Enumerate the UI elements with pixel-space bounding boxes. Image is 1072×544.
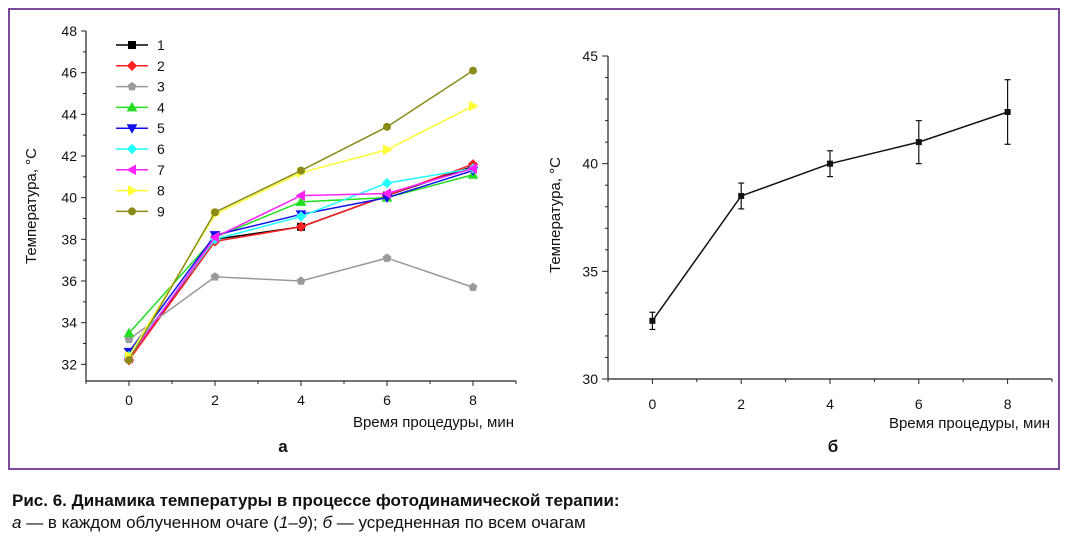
caption-line-2: а — в каждом облученном очаге (1–9); б —… (12, 512, 1062, 534)
caption-text-3: — усредненная по всем очагам (332, 513, 586, 532)
series-6-point (295, 211, 307, 222)
series-9-point (297, 166, 305, 175)
series-4-point (123, 327, 135, 338)
x-tick-label: 8 (1004, 396, 1012, 412)
y-tick-label: 45 (582, 48, 598, 64)
x-axis-title: Время процедуры, мин (889, 415, 1050, 432)
y-tick-label: 40 (582, 156, 598, 172)
series-7-point (381, 188, 391, 199)
caption-title: Рис. 6. Динамика температуры в процессе … (12, 491, 620, 510)
legend-label-6: 6 (157, 141, 165, 157)
y-tick-label: 35 (582, 263, 598, 279)
figure-frame (8, 8, 1060, 470)
series-3-point (210, 272, 220, 281)
legend-marker-7 (126, 164, 136, 176)
series-3 (124, 253, 478, 344)
mean-point (915, 139, 922, 146)
x-axis-title: Время процедуры, мин (353, 414, 514, 431)
y-tick-label: 30 (582, 371, 598, 387)
series-3-point (124, 334, 134, 344)
legend-marker-5 (126, 124, 138, 134)
legend-label-4: 4 (157, 99, 165, 115)
series-3-point (296, 276, 306, 285)
series-8-point (469, 100, 479, 112)
legend-marker-9 (128, 207, 136, 216)
x-tick-label: 8 (469, 392, 477, 408)
x-tick-label: 4 (826, 396, 834, 412)
y-tick-label: 42 (61, 148, 77, 164)
series-2-point (295, 221, 307, 233)
caption-a-label: а (12, 513, 22, 532)
legend-label-2: 2 (157, 58, 165, 74)
legend-label-8: 8 (157, 183, 165, 199)
chart-b: 30 35 40 45 0 2 4 6 8 Время процедуры, мин Темпера… (547, 48, 1053, 456)
legend-label-9: 9 (157, 203, 165, 219)
x-tick-label: 0 (649, 396, 657, 412)
series-9-point (125, 356, 133, 365)
series-7-point (209, 231, 219, 243)
y-tick-label: 46 (61, 65, 77, 81)
legend-marker-6 (126, 143, 138, 155)
x-tick-label: 2 (737, 396, 745, 412)
caption-range: 1–9 (278, 513, 308, 532)
legend-marker-8 (128, 185, 138, 196)
y-tick-label: 44 (61, 106, 77, 122)
y-tick-label: 48 (61, 23, 77, 39)
legend-label-5: 5 (157, 120, 165, 136)
y-axis-title: Температура, °С (23, 148, 40, 264)
series-7-point (295, 190, 305, 201)
y-axis-title: Температура, °С (547, 157, 564, 273)
x-tick-label: 4 (297, 392, 305, 408)
figure-caption: Рис. 6. Динамика температуры в процессе … (12, 490, 1062, 534)
caption-b-label: б (322, 513, 332, 532)
series-3-point (382, 253, 392, 262)
mean-line (651, 111, 1008, 322)
panel-label-b: б (828, 437, 839, 456)
x-tick-label: 6 (383, 392, 391, 408)
series-9-point (211, 208, 219, 217)
legend-marker-2 (126, 60, 138, 72)
legend-marker-3 (127, 81, 137, 91)
series-9-point (383, 122, 391, 131)
series-3-point (468, 282, 478, 292)
y-tick-label: 36 (61, 273, 77, 289)
x-tick-label: 0 (125, 392, 133, 408)
legend-marker-1 (128, 41, 136, 49)
legend-label-3: 3 (157, 79, 165, 95)
series-6-point (381, 177, 393, 189)
y-tick-label: 40 (61, 190, 77, 206)
series-4-point (295, 196, 307, 206)
mean-point (827, 160, 833, 167)
series-9-point (469, 66, 477, 75)
panel-label-a: а (278, 437, 288, 456)
legend-label-1: 1 (157, 37, 165, 53)
caption-text-2: ); (307, 513, 323, 532)
caption-text-1: — в каждом облученном очаге ( (21, 513, 279, 532)
mean-point (1004, 108, 1011, 115)
y-tick-label: 34 (61, 315, 77, 331)
series-7-point (467, 163, 477, 174)
y-tick-label: 32 (61, 356, 77, 372)
legend-marker-4 (126, 101, 138, 112)
x-tick-label: 2 (211, 392, 219, 408)
series-8-point (383, 144, 393, 156)
series-9 (125, 66, 477, 365)
x-tick-label: 6 (915, 396, 923, 412)
y-tick-label: 38 (61, 231, 77, 247)
mean-point (738, 192, 745, 199)
legend-label-7: 7 (157, 162, 165, 178)
mean-point (649, 317, 656, 324)
